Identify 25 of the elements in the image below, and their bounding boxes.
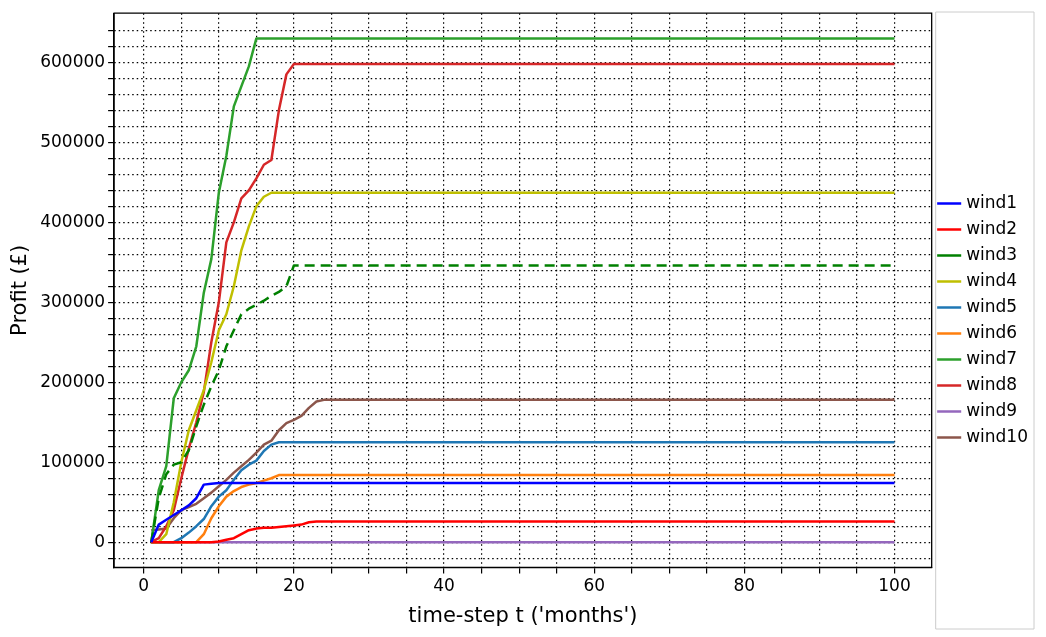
y-tick-label: 400000 bbox=[40, 210, 106, 231]
x-tick-label: 0 bbox=[138, 575, 150, 596]
legend-label: wind3 bbox=[966, 243, 1018, 264]
x-tick-label: 40 bbox=[433, 575, 455, 596]
y-tick-label: 100000 bbox=[40, 450, 106, 471]
legend-label: wind5 bbox=[966, 295, 1018, 316]
x-axis-title: time-step t ('months') bbox=[408, 602, 638, 627]
legend-label: wind6 bbox=[966, 321, 1018, 342]
y-axis-title: Profit (£) bbox=[7, 244, 32, 336]
legend-label: wind4 bbox=[966, 269, 1018, 290]
y-tick-label: 200000 bbox=[40, 370, 106, 391]
x-tick-label: 60 bbox=[583, 575, 606, 596]
legend-label: wind8 bbox=[966, 373, 1018, 394]
x-tick-label: 20 bbox=[283, 575, 305, 596]
legend-label: wind9 bbox=[966, 399, 1018, 420]
y-tick-label: 300000 bbox=[40, 290, 106, 311]
legend-label: wind1 bbox=[966, 191, 1018, 212]
x-tick-label: 80 bbox=[733, 575, 756, 596]
legend-label: wind7 bbox=[966, 347, 1018, 368]
x-tick-label: 100 bbox=[878, 575, 911, 596]
legend-label: wind2 bbox=[966, 217, 1018, 238]
legend-label: wind10 bbox=[966, 425, 1028, 446]
y-tick-label: 0 bbox=[94, 530, 106, 551]
y-tick-label: 600000 bbox=[40, 50, 106, 71]
y-tick-label: 500000 bbox=[40, 130, 106, 151]
